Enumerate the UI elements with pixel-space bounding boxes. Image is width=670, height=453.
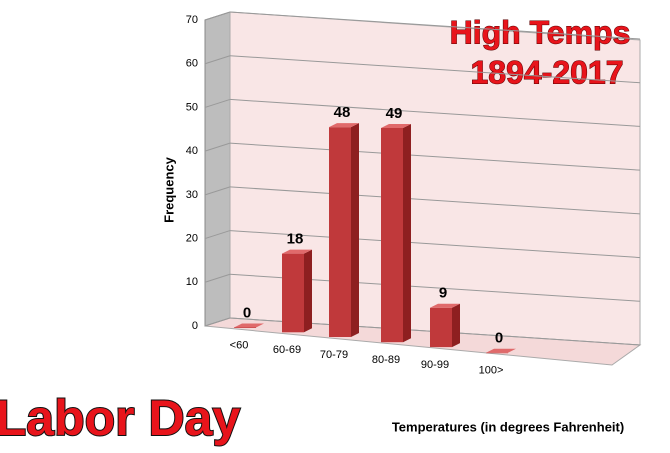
value-label: 0 [495, 330, 503, 347]
value-label: 0 [243, 304, 251, 321]
chart-subtitle: 1894-2017 [470, 54, 623, 90]
bar [430, 303, 460, 348]
y-tick-label: 40 [186, 145, 198, 157]
x-tick-label: 70-79 [320, 349, 348, 361]
y-tick-label: 30 [186, 189, 198, 201]
y-tick-label: 70 [186, 14, 198, 26]
bar-front [381, 128, 403, 343]
y-tick-label: 10 [186, 276, 198, 288]
bar-top [329, 123, 359, 128]
grid-line [204, 11, 231, 21]
bar-side [452, 303, 460, 348]
bar-top [430, 303, 460, 308]
grid-line [229, 11, 641, 40]
bar-top [234, 323, 264, 328]
bar-front [282, 253, 304, 333]
grid-line [204, 98, 231, 108]
bar-front [329, 127, 351, 338]
y-axis-title: Frequency [161, 156, 176, 223]
value-label: 9 [439, 285, 447, 302]
bar-side [403, 124, 411, 343]
grid-line [204, 273, 231, 283]
y-tick-label: 0 [192, 320, 198, 332]
x-tick-label: 90-99 [421, 359, 449, 371]
value-label: 18 [287, 231, 304, 248]
x-axis-title: Temperatures (in degrees Fahrenheit) [392, 419, 624, 434]
grid-line [229, 55, 641, 84]
grid-line [204, 230, 231, 240]
bar [486, 348, 516, 354]
y-tick-label: 50 [186, 101, 198, 113]
y-tick-label: 20 [186, 232, 198, 244]
bar-side [351, 123, 359, 338]
grid-line [204, 142, 231, 152]
grid-line [229, 186, 641, 215]
bar-top [282, 249, 312, 254]
bar [234, 323, 264, 328]
x-tick-label: 80-89 [372, 354, 400, 366]
bar-side [304, 249, 312, 333]
value-label: 49 [386, 105, 403, 122]
bar [282, 249, 312, 333]
y-tick-label: 60 [186, 58, 198, 70]
annotation: Labor Day [0, 390, 240, 446]
grid-line [229, 142, 641, 171]
grid-line [204, 55, 231, 65]
bar-top [486, 348, 516, 353]
x-tick-label: <60 [230, 339, 249, 351]
x-tick-label: 60-69 [273, 344, 301, 356]
x-tick-label: 100> [479, 365, 504, 377]
bar-front [486, 352, 508, 354]
grid-line [204, 317, 231, 327]
grid-line [229, 98, 641, 127]
value-label: 48 [334, 104, 351, 121]
bar [381, 124, 411, 343]
bar [329, 123, 359, 338]
grid-line [229, 230, 641, 259]
grid-line [204, 186, 231, 196]
bar-top [381, 124, 411, 128]
bar-front [430, 307, 452, 348]
bar-front [234, 327, 256, 328]
side-wall [204, 11, 231, 327]
